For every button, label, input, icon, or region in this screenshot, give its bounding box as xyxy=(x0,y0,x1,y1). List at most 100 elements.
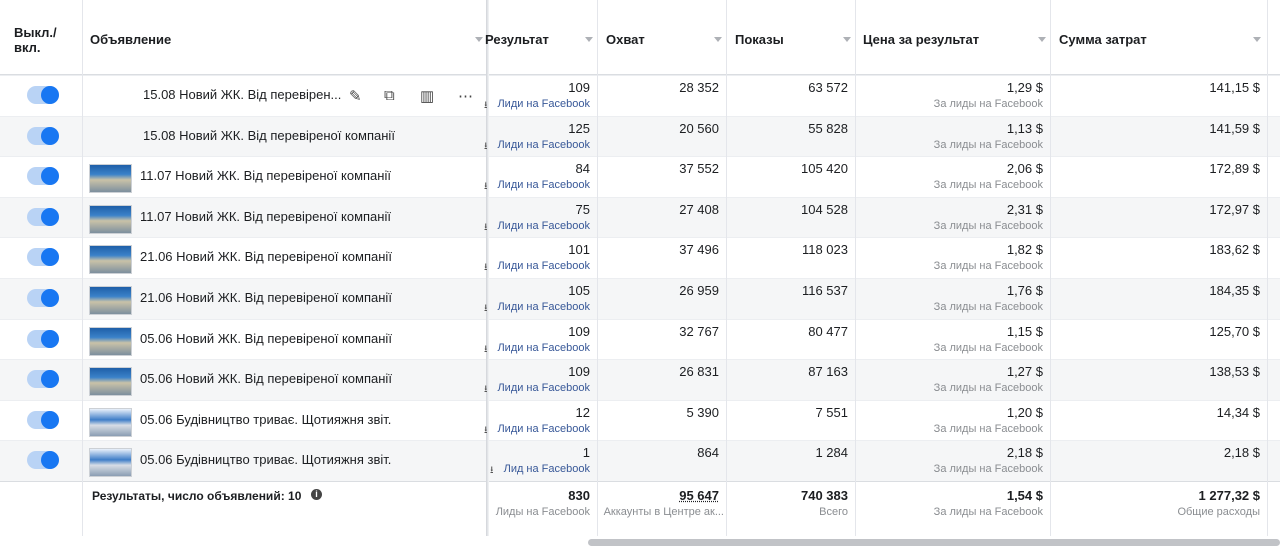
row-action[interactable]: ⋯ xyxy=(458,88,473,105)
cost-label: За лиды на Facebook xyxy=(933,138,1043,151)
ad-name[interactable]: 05.06 Новий ЖК. Від перевіреної компанії xyxy=(140,330,392,346)
result-label[interactable]: Лиди на Facebook xyxy=(497,179,590,192)
sort-arrow xyxy=(585,37,593,42)
result-value: 109 xyxy=(568,364,590,380)
scrollbar[interactable] xyxy=(588,539,1280,546)
column-header[interactable]: Сумма затрат xyxy=(1059,32,1147,47)
column-header[interactable]: Цена за результат xyxy=(863,32,980,47)
reach-value: 26 959 xyxy=(679,283,719,298)
ad-name[interactable]: 11.07 Новий ЖК. Від перевіреної компанії xyxy=(140,168,391,184)
sort-arrow xyxy=(1038,37,1046,42)
result-value: 84 xyxy=(575,161,590,177)
ad-thumbnail xyxy=(89,245,132,275)
reach-value: 26 831 xyxy=(679,364,719,380)
sort-arrow xyxy=(1253,37,1261,42)
spend-value: 172,89 $ xyxy=(1209,161,1260,177)
result-label[interactable]: Лиди на Facebook xyxy=(497,341,590,354)
result-label[interactable]: Лиди на Facebook xyxy=(497,382,590,395)
cost-value: 1,29 $ xyxy=(1006,80,1043,95)
row-bg xyxy=(0,399,1280,441)
cost-label: За лиды на Facebook xyxy=(933,260,1043,273)
cost-value: 2,31 $ xyxy=(1006,201,1043,217)
ad-name[interactable]: 21.06 Новий ЖК. Від перевіреної компанії xyxy=(140,249,392,265)
impressions-value: 105 420 xyxy=(801,161,848,177)
ad-name[interactable]: 11.07 Новий ЖК. Від перевіреної компанії xyxy=(140,208,391,224)
spend-value: 138,53 $ xyxy=(1209,364,1260,380)
row-bg xyxy=(0,359,1280,400)
download-icon: ⭳ xyxy=(484,343,488,355)
impressions-value: 80 477 xyxy=(808,323,848,339)
sort-arrow xyxy=(843,37,851,42)
header-text: вкл. xyxy=(14,40,41,55)
row-bg xyxy=(0,440,1280,481)
ad-name[interactable]: 05.06 Будівництво триває. Щотияжня звіт. xyxy=(140,411,392,427)
ad-name[interactable]: 15.08 Новий ЖК. Від перевіреної компанії xyxy=(143,127,395,143)
column-divider xyxy=(726,0,727,536)
spend-value: 125,70 $ xyxy=(1209,323,1260,339)
result-label[interactable]: Лид на Facebook xyxy=(503,463,590,476)
cost-value: 1,15 $ xyxy=(1006,323,1043,339)
cost-value: 2,18 $ xyxy=(1006,445,1043,461)
impressions-value: 118 023 xyxy=(801,242,848,258)
column-divider xyxy=(1267,0,1268,536)
cost-label: За лиды на Facebook xyxy=(933,179,1043,192)
ad-name[interactable]: 15.08 Новий ЖК. Від перевірен... xyxy=(143,87,342,102)
sort-arrow xyxy=(475,37,483,42)
ad-thumbnail xyxy=(89,367,132,397)
ad-name[interactable]: 21.06 Новий ЖК. Від перевіреної компанії xyxy=(140,290,392,305)
result-label[interactable]: Лиди на Facebook xyxy=(497,422,590,435)
ad-thumbnail xyxy=(89,448,132,478)
cost-label: За лиды на Facebook xyxy=(933,422,1043,435)
cost-value: 1,13 $ xyxy=(1006,120,1043,136)
toggle-knob xyxy=(41,167,59,186)
row-action[interactable]: ▥ xyxy=(420,88,435,105)
toggle-knob xyxy=(41,289,59,307)
result-label[interactable]: Лиди на Facebook xyxy=(497,301,590,313)
column-header[interactable]: Показы xyxy=(735,32,784,47)
row-bg xyxy=(0,75,1280,116)
spend-value: 172,97 $ xyxy=(1209,201,1260,217)
download-icon: ⭳ xyxy=(490,465,494,477)
result-label[interactable]: Лиди на Facebook xyxy=(497,98,590,110)
result-value: 109 xyxy=(568,80,590,95)
result-label[interactable]: Лиди на Facebook xyxy=(497,138,590,151)
reach-value: 5 390 xyxy=(686,404,719,420)
result-total-label: Лиды на Facebook xyxy=(495,506,590,518)
toggle-knob xyxy=(41,126,59,145)
result-label[interactable]: Лиди на Facebook xyxy=(497,219,590,232)
column-header[interactable]: Объявление xyxy=(90,32,172,47)
toggle-knob xyxy=(41,370,59,389)
reach-value: 20 560 xyxy=(679,120,719,136)
download-icon: ⭳ xyxy=(484,262,488,274)
row-action[interactable]: ⧉ xyxy=(384,87,395,104)
spend-value: 141,59 $ xyxy=(1209,120,1260,136)
footer-bg xyxy=(0,481,1280,537)
result-value: 105 xyxy=(568,283,590,298)
cost-total: 1,54 $ xyxy=(1006,488,1043,503)
row-action[interactable]: ✎ xyxy=(349,88,362,105)
cost-value: 2,06 $ xyxy=(1006,161,1043,177)
column-header[interactable]: Охват xyxy=(606,32,645,47)
column-header[interactable]: Результат xyxy=(485,32,549,47)
column-divider xyxy=(1050,0,1051,536)
row-bg xyxy=(0,156,1280,197)
result-value: 1 xyxy=(582,445,590,461)
download-icon: ⭳ xyxy=(484,100,488,111)
frozen-shadow xyxy=(486,0,489,536)
header-border xyxy=(0,74,1280,75)
ad-name[interactable]: 05.06 Новий ЖК. Від перевіреної компанії xyxy=(140,371,392,387)
ad-thumbnail xyxy=(89,326,132,356)
cost-value: 1,20 $ xyxy=(1006,404,1043,420)
impressions-total-label: Всего xyxy=(819,506,848,518)
cost-label: За лиды на Facebook xyxy=(933,463,1043,476)
ad-thumbnail xyxy=(89,286,132,315)
row-bg xyxy=(0,278,1280,319)
spend-total: 1 277,32 $ xyxy=(1198,488,1260,503)
ad-name[interactable]: 05.06 Будівництво триває. Щотияжня звіт. xyxy=(140,452,392,468)
cost-label: За лиды на Facebook xyxy=(933,219,1043,232)
reach-total: 95 647 xyxy=(679,488,719,503)
reach-value: 864 xyxy=(697,445,719,461)
result-label[interactable]: Лиди на Facebook xyxy=(497,260,590,273)
header-text: Выкл./ xyxy=(14,25,57,40)
